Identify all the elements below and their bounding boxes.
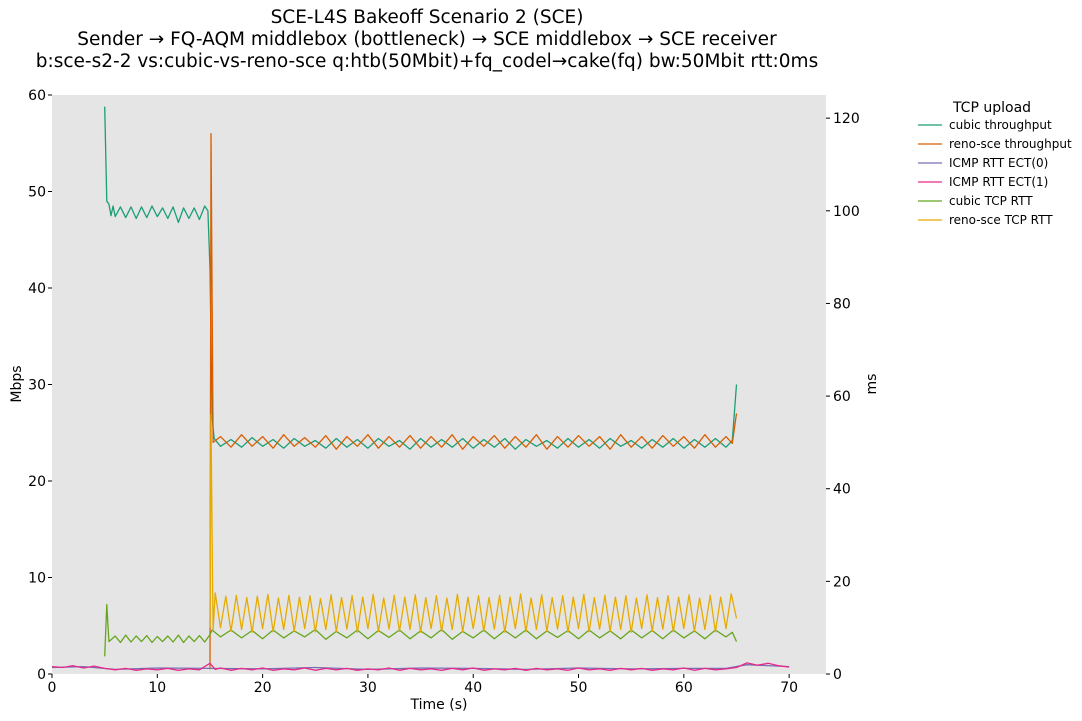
x-tick-label: 30 bbox=[359, 680, 377, 696]
series-line-5 bbox=[209, 413, 738, 633]
legend-item-label: cubic TCP RTT bbox=[949, 194, 1033, 208]
axes-layer: 0 10 20 30 40 50 60 70 0 10 20 30 40 50 60 0 20 40 60 80 100… bbox=[28, 88, 860, 696]
y-right-tick-label: 80 bbox=[833, 296, 851, 312]
y-left-tick-label: 50 bbox=[28, 185, 46, 201]
y-right-tick-label: 20 bbox=[833, 574, 851, 590]
y-right-tick-label: 40 bbox=[833, 482, 851, 498]
legend-item-label: ICMP RTT ECT(1) bbox=[949, 175, 1048, 189]
x-tick-label: 10 bbox=[148, 680, 166, 696]
series-layer bbox=[51, 106, 790, 671]
y-right-tick-label: 60 bbox=[833, 389, 851, 405]
y-left-tick-label: 20 bbox=[28, 474, 46, 490]
y-left-tick-label: 30 bbox=[28, 378, 46, 394]
y-right-tick-label: 100 bbox=[833, 204, 860, 220]
y-axis-right-label: ms bbox=[864, 374, 880, 395]
y-left-tick-label: 60 bbox=[28, 88, 46, 104]
x-axis-label: Time (s) bbox=[410, 697, 468, 713]
legend-title: TCP upload bbox=[952, 100, 1031, 116]
chart-title-line: Sender → FQ-AQM middlebox (bottleneck) →… bbox=[77, 29, 777, 50]
x-tick-label: 70 bbox=[780, 680, 798, 696]
legend-item-label: cubic throughput bbox=[949, 118, 1052, 132]
y-axis-left-label: Mbps bbox=[9, 365, 25, 402]
series-line-1 bbox=[209, 132, 738, 670]
y-left-tick-label: 0 bbox=[37, 667, 46, 683]
series-line-4 bbox=[104, 603, 738, 657]
legend: TCP upload cubic throughput reno-sce throu… bbox=[918, 100, 1072, 227]
series-line-2 bbox=[51, 664, 790, 671]
y-right-tick-label: 120 bbox=[833, 111, 860, 127]
x-tick-label: 60 bbox=[675, 680, 693, 696]
series-line-3 bbox=[51, 662, 790, 671]
x-tick-label: 50 bbox=[570, 680, 588, 696]
y-right-tick-label: 0 bbox=[833, 667, 842, 683]
chart-title-line: SCE-L4S Bakeoff Scenario 2 (SCE) bbox=[271, 7, 584, 28]
legend-item-label: reno-sce throughput bbox=[949, 137, 1072, 151]
chart-title-line: b:sce-s2-2 vs:cubic-vs-reno-sce q:htb(50… bbox=[36, 51, 818, 72]
legend-item-label: ICMP RTT ECT(0) bbox=[949, 156, 1048, 170]
plot-area bbox=[52, 95, 826, 674]
x-tick-label: 0 bbox=[48, 680, 57, 696]
x-tick-label: 20 bbox=[254, 680, 272, 696]
y-left-tick-label: 40 bbox=[28, 281, 46, 297]
chart-title: SCE-L4S Bakeoff Scenario 2 (SCE)Sender →… bbox=[36, 7, 818, 72]
y-left-tick-label: 10 bbox=[28, 571, 46, 587]
x-tick-label: 40 bbox=[464, 680, 482, 696]
legend-item-label: reno-sce TCP RTT bbox=[949, 213, 1053, 227]
